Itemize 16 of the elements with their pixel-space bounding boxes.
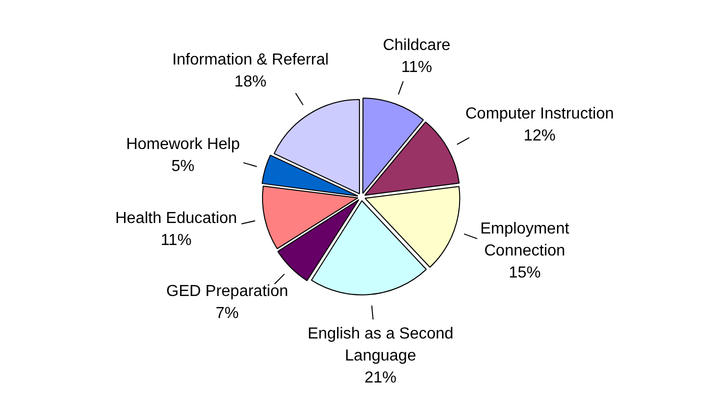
data-label: 5% <box>171 158 195 175</box>
data-label: 11% <box>160 232 192 249</box>
slice-label: Childcare <box>382 37 451 54</box>
data-label: 21% <box>364 370 397 387</box>
slice-label: English as a Second Language <box>308 326 454 365</box>
data-label: 12% <box>524 128 556 145</box>
data-label: 11% <box>401 59 432 76</box>
slice-label: Computer Instruction <box>465 106 614 123</box>
slice-label: GED Preparation <box>166 282 288 300</box>
data-label: 15% <box>508 264 541 282</box>
slice-label: Homework Help <box>126 136 240 153</box>
slice-label: Information & Referral <box>172 52 329 69</box>
slice-label: Health Education <box>115 210 238 227</box>
data-label: 18% <box>234 74 266 91</box>
data-label: 7% <box>216 304 239 322</box>
slice-label: Employment Connection <box>480 220 570 260</box>
